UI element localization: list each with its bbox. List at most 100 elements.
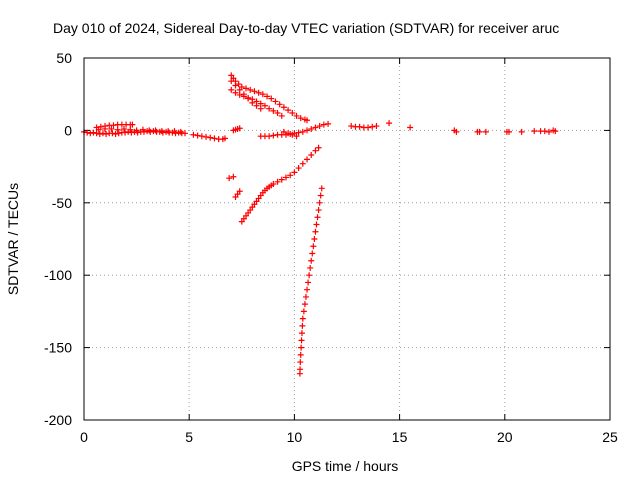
data-point: [316, 199, 323, 206]
data-point: [198, 133, 205, 140]
data-point: [236, 86, 243, 93]
data-point: [96, 131, 103, 138]
data-point: [190, 131, 197, 138]
data-point: [314, 214, 321, 221]
data-point: [181, 130, 188, 137]
data-point: [310, 243, 317, 250]
plot-frame: [83, 57, 611, 421]
data-point: [276, 101, 283, 108]
data-point: [299, 322, 306, 329]
y-tick-label: -100: [44, 267, 72, 283]
data-point: [348, 123, 355, 130]
data-points: [81, 72, 559, 377]
y-tick-label: 50: [56, 50, 72, 66]
x-tick-labels: 0 5 10 15 20 25: [80, 429, 618, 445]
data-point: [266, 105, 273, 112]
data-point: [93, 130, 100, 137]
data-point: [293, 133, 300, 140]
data-point: [251, 88, 258, 95]
data-point: [270, 132, 277, 139]
data-point: [158, 128, 165, 135]
data-point: [235, 81, 242, 88]
series-group: [257, 120, 332, 140]
data-point: [232, 89, 239, 96]
data-point: [211, 135, 218, 142]
data-point: [317, 192, 324, 199]
data-point: [318, 185, 325, 192]
data-point: [110, 122, 117, 129]
data-point: [285, 130, 292, 137]
data-point: [304, 286, 311, 293]
data-point: [518, 128, 525, 135]
x-tick-label: 15: [392, 429, 408, 445]
data-point: [506, 128, 513, 135]
data-point: [278, 112, 285, 119]
data-point: [95, 126, 102, 133]
data-point: [299, 315, 306, 322]
chart-title: Day 010 of 2024, Sidereal Day-to-day VTE…: [53, 20, 559, 36]
x-tick-label: 0: [80, 429, 88, 445]
data-point: [315, 207, 322, 214]
series-group: [230, 125, 243, 134]
data-point: [308, 125, 315, 132]
data-point: [261, 102, 268, 109]
data-point: [112, 131, 119, 138]
data-point: [120, 125, 127, 132]
data-point: [108, 125, 115, 132]
data-point: [230, 173, 237, 180]
data-point: [270, 107, 277, 114]
data-point: [165, 128, 172, 135]
data-point: [297, 359, 304, 366]
data-point: [297, 115, 304, 122]
data-point: [295, 165, 302, 172]
data-point: [307, 264, 314, 271]
data-point: [301, 301, 308, 308]
data-point: [407, 124, 414, 131]
data-point: [274, 178, 281, 185]
data-point: [305, 279, 312, 286]
data-point: [308, 152, 315, 159]
data-point: [259, 91, 266, 98]
series-group: [95, 125, 184, 135]
data-point: [304, 117, 311, 124]
data-point: [232, 82, 239, 89]
data-point: [127, 126, 134, 133]
data-point: [313, 221, 320, 228]
data-point: [255, 89, 262, 96]
y-axis-label: SDTVAR / TECUs: [5, 183, 21, 295]
data-point: [232, 194, 239, 201]
x-tick-label: 20: [497, 429, 513, 445]
data-point: [325, 120, 332, 127]
data-point: [236, 125, 243, 132]
data-point: [312, 228, 319, 235]
data-point: [264, 93, 271, 100]
x-tick-label: 25: [602, 429, 618, 445]
data-point: [228, 78, 235, 85]
series-group: [93, 121, 136, 131]
data-point: [278, 176, 285, 183]
data-point: [274, 110, 281, 117]
data-point: [289, 110, 296, 117]
data-point: [84, 129, 91, 136]
data-point: [298, 330, 305, 337]
data-point: [316, 123, 323, 130]
data-point: [365, 124, 372, 131]
data-point: [129, 121, 136, 128]
data-point: [476, 128, 483, 135]
data-point: [289, 131, 296, 138]
data-point: [315, 144, 322, 151]
data-point: [541, 128, 548, 135]
data-point: [311, 236, 318, 242]
data-point: [122, 129, 129, 136]
data-point: [293, 112, 300, 119]
data-point: [270, 180, 277, 187]
data-point: [203, 133, 210, 140]
series-group: [280, 128, 300, 140]
data-point: [177, 128, 184, 135]
data-point: [280, 104, 287, 111]
data-point: [545, 128, 552, 135]
y-tick-label: 0: [64, 122, 72, 138]
data-point: [297, 351, 304, 358]
